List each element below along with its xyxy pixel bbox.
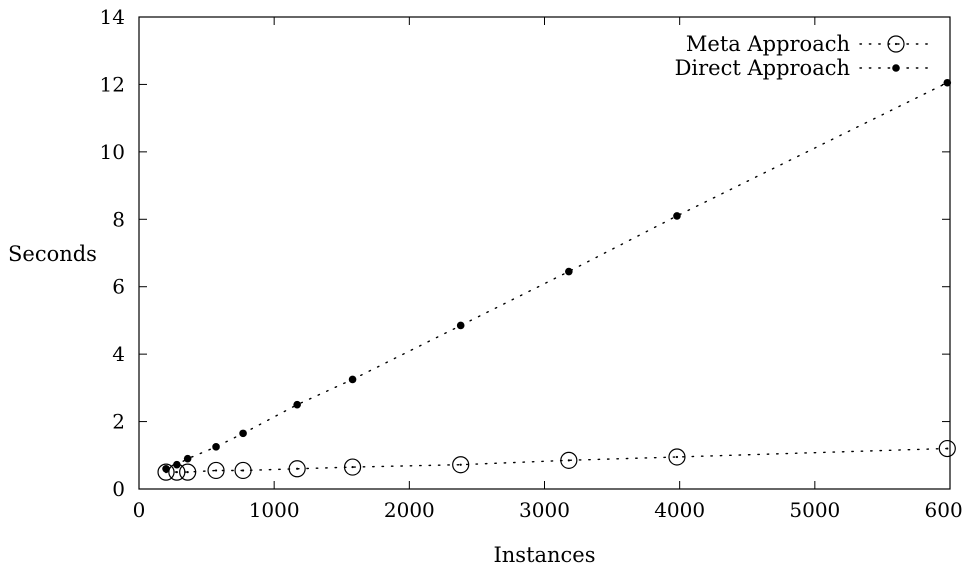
y-tick-label: 6 [112,275,125,299]
tick-marks [138,16,951,490]
y-tick-label: 4 [112,342,125,366]
legend-marker-center [894,42,898,46]
data-point [179,463,197,481]
data-point-center [567,459,570,462]
data-point [288,460,306,478]
data-point-center [296,467,299,470]
x-tick-label: 0 [133,498,146,522]
data-point [938,439,956,458]
data-point [293,400,301,409]
data-point [348,375,357,384]
data-point-center [241,469,245,472]
y-tick-label: 0 [112,477,125,501]
data-point-center [175,471,178,474]
series-line [165,81,948,470]
data-point-center [351,465,354,469]
series-1 [162,78,952,473]
data-point [456,321,465,330]
y-axis-label: Seconds [8,242,97,266]
data-point-center [946,447,949,450]
data-point [162,464,170,473]
data-point [212,443,220,451]
y-tick-label: 14 [100,5,125,29]
x-tick-label: 2000 [384,498,435,522]
data-point [673,212,681,220]
legend-marker [892,64,900,72]
data-point-center [214,469,218,472]
x-axis-label: Instances [493,543,595,567]
data-point [207,461,225,480]
y-tick-label: 12 [100,72,125,96]
x-tick-label: 3000 [519,498,570,522]
data-point [173,460,181,469]
x-tick-label: 5000 [789,498,840,522]
data-point [943,78,952,87]
data-point-center [459,463,462,466]
plot-frame [138,16,951,490]
data-point [668,448,686,466]
legend-marker [887,35,905,53]
y-tick-label: 2 [112,410,125,434]
data-point-center [186,471,189,474]
x-tick-label: 1000 [249,498,300,522]
series-layer [157,78,956,481]
x-tick-label: 4000 [654,498,705,522]
data-point [183,454,192,463]
data-point [343,458,362,476]
data-point [560,451,578,469]
data-point [565,267,573,276]
data-point [452,456,470,474]
y-tick-label: 8 [112,207,125,231]
y-tick-label: 10 [100,140,125,164]
legend-label: Meta Approach [686,32,850,56]
data-point [234,461,252,480]
series-0 [157,439,956,481]
legend-label: Direct Approach [675,56,850,80]
data-point [157,463,175,481]
data-point-center [675,455,679,459]
series-line [165,447,948,473]
data-point [239,429,247,438]
